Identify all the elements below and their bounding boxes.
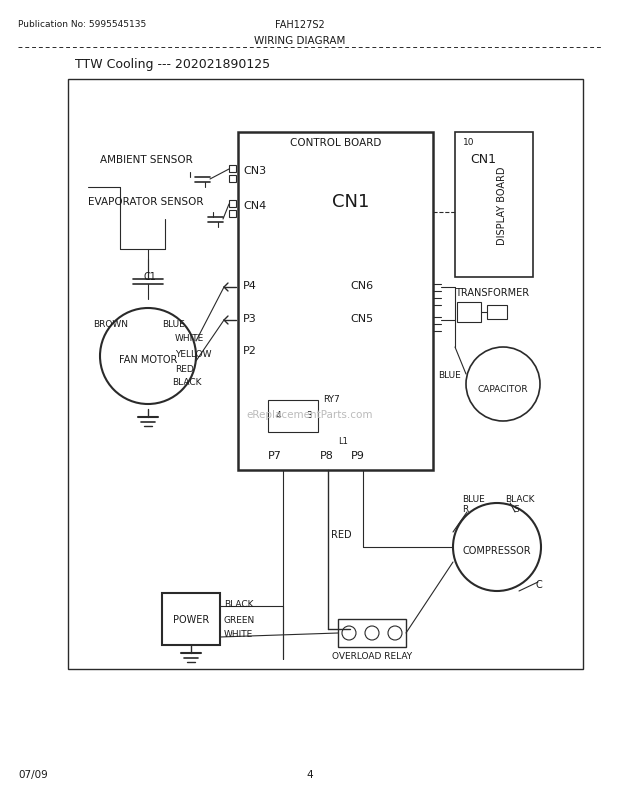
Text: CN5: CN5 bbox=[350, 314, 374, 323]
Bar bbox=[229, 200, 236, 208]
Text: AMBIENT SENSOR: AMBIENT SENSOR bbox=[100, 155, 193, 164]
Text: OVERLOAD RELAY: OVERLOAD RELAY bbox=[332, 651, 412, 660]
Text: 07/09: 07/09 bbox=[18, 769, 48, 779]
Bar bbox=[68, 80, 583, 669]
Text: TRANSFORMER: TRANSFORMER bbox=[455, 288, 529, 298]
Text: DISPLAY BOARD: DISPLAY BOARD bbox=[497, 166, 507, 245]
Text: WHITE: WHITE bbox=[175, 334, 204, 342]
Text: P3: P3 bbox=[243, 314, 257, 323]
Text: CN6: CN6 bbox=[350, 281, 374, 290]
Bar bbox=[229, 166, 236, 172]
Text: C1: C1 bbox=[143, 272, 156, 282]
Text: POWER: POWER bbox=[173, 614, 209, 624]
Text: CAPACITOR: CAPACITOR bbox=[477, 385, 528, 394]
Bar bbox=[229, 211, 236, 217]
Bar bbox=[487, 306, 507, 320]
Text: P4: P4 bbox=[243, 281, 257, 290]
Text: BROWN: BROWN bbox=[93, 320, 128, 329]
Text: CN4: CN4 bbox=[243, 200, 266, 211]
Text: CN1: CN1 bbox=[332, 192, 369, 211]
Text: BLUE: BLUE bbox=[438, 371, 461, 379]
Text: BLUE: BLUE bbox=[162, 320, 185, 329]
Text: BLACK: BLACK bbox=[224, 599, 254, 608]
Circle shape bbox=[365, 626, 379, 640]
Text: eReplacementParts.com: eReplacementParts.com bbox=[247, 410, 373, 419]
Text: Publication No: 5995545135: Publication No: 5995545135 bbox=[18, 20, 146, 29]
Text: S: S bbox=[513, 504, 519, 513]
Text: P2: P2 bbox=[243, 346, 257, 355]
Circle shape bbox=[388, 626, 402, 640]
Text: FAH127S2: FAH127S2 bbox=[275, 20, 325, 30]
Text: WIRING DIAGRAM: WIRING DIAGRAM bbox=[254, 36, 346, 46]
Text: R: R bbox=[462, 504, 468, 513]
Bar bbox=[229, 176, 236, 183]
Bar bbox=[238, 133, 433, 471]
Text: P8: P8 bbox=[320, 451, 334, 460]
Text: RY7: RY7 bbox=[323, 395, 340, 403]
Circle shape bbox=[100, 309, 196, 404]
Text: RED: RED bbox=[331, 529, 352, 539]
Text: BLACK: BLACK bbox=[172, 378, 202, 387]
Text: CONTROL BOARD: CONTROL BOARD bbox=[290, 138, 381, 148]
Text: RED: RED bbox=[175, 365, 193, 374]
Bar bbox=[457, 302, 481, 322]
Text: EVAPORATOR SENSOR: EVAPORATOR SENSOR bbox=[88, 196, 203, 207]
Text: 4: 4 bbox=[307, 769, 313, 779]
Circle shape bbox=[342, 626, 356, 640]
Text: CN3: CN3 bbox=[243, 166, 266, 176]
Text: FAN MOTOR: FAN MOTOR bbox=[119, 354, 177, 365]
Text: TTW Cooling --- 202021890125: TTW Cooling --- 202021890125 bbox=[75, 58, 270, 71]
Text: 3: 3 bbox=[306, 411, 312, 419]
Text: COMPRESSOR: COMPRESSOR bbox=[463, 545, 531, 555]
Text: P7: P7 bbox=[268, 451, 282, 460]
Text: 10: 10 bbox=[463, 138, 474, 147]
Text: YELLOW: YELLOW bbox=[175, 350, 211, 358]
Text: 4: 4 bbox=[276, 411, 281, 419]
Text: WHITE: WHITE bbox=[224, 630, 253, 638]
Text: BLUE: BLUE bbox=[462, 494, 485, 504]
Text: L1: L1 bbox=[338, 436, 348, 445]
Text: P9: P9 bbox=[351, 451, 365, 460]
Text: CN1: CN1 bbox=[470, 153, 496, 166]
Circle shape bbox=[453, 504, 541, 591]
Text: GREEN: GREEN bbox=[224, 615, 255, 624]
Text: C: C bbox=[535, 579, 542, 589]
Text: BLACK: BLACK bbox=[505, 494, 534, 504]
Circle shape bbox=[466, 347, 540, 422]
Bar bbox=[162, 593, 220, 645]
Bar bbox=[268, 400, 318, 432]
Bar bbox=[455, 133, 533, 277]
Bar bbox=[338, 619, 406, 647]
